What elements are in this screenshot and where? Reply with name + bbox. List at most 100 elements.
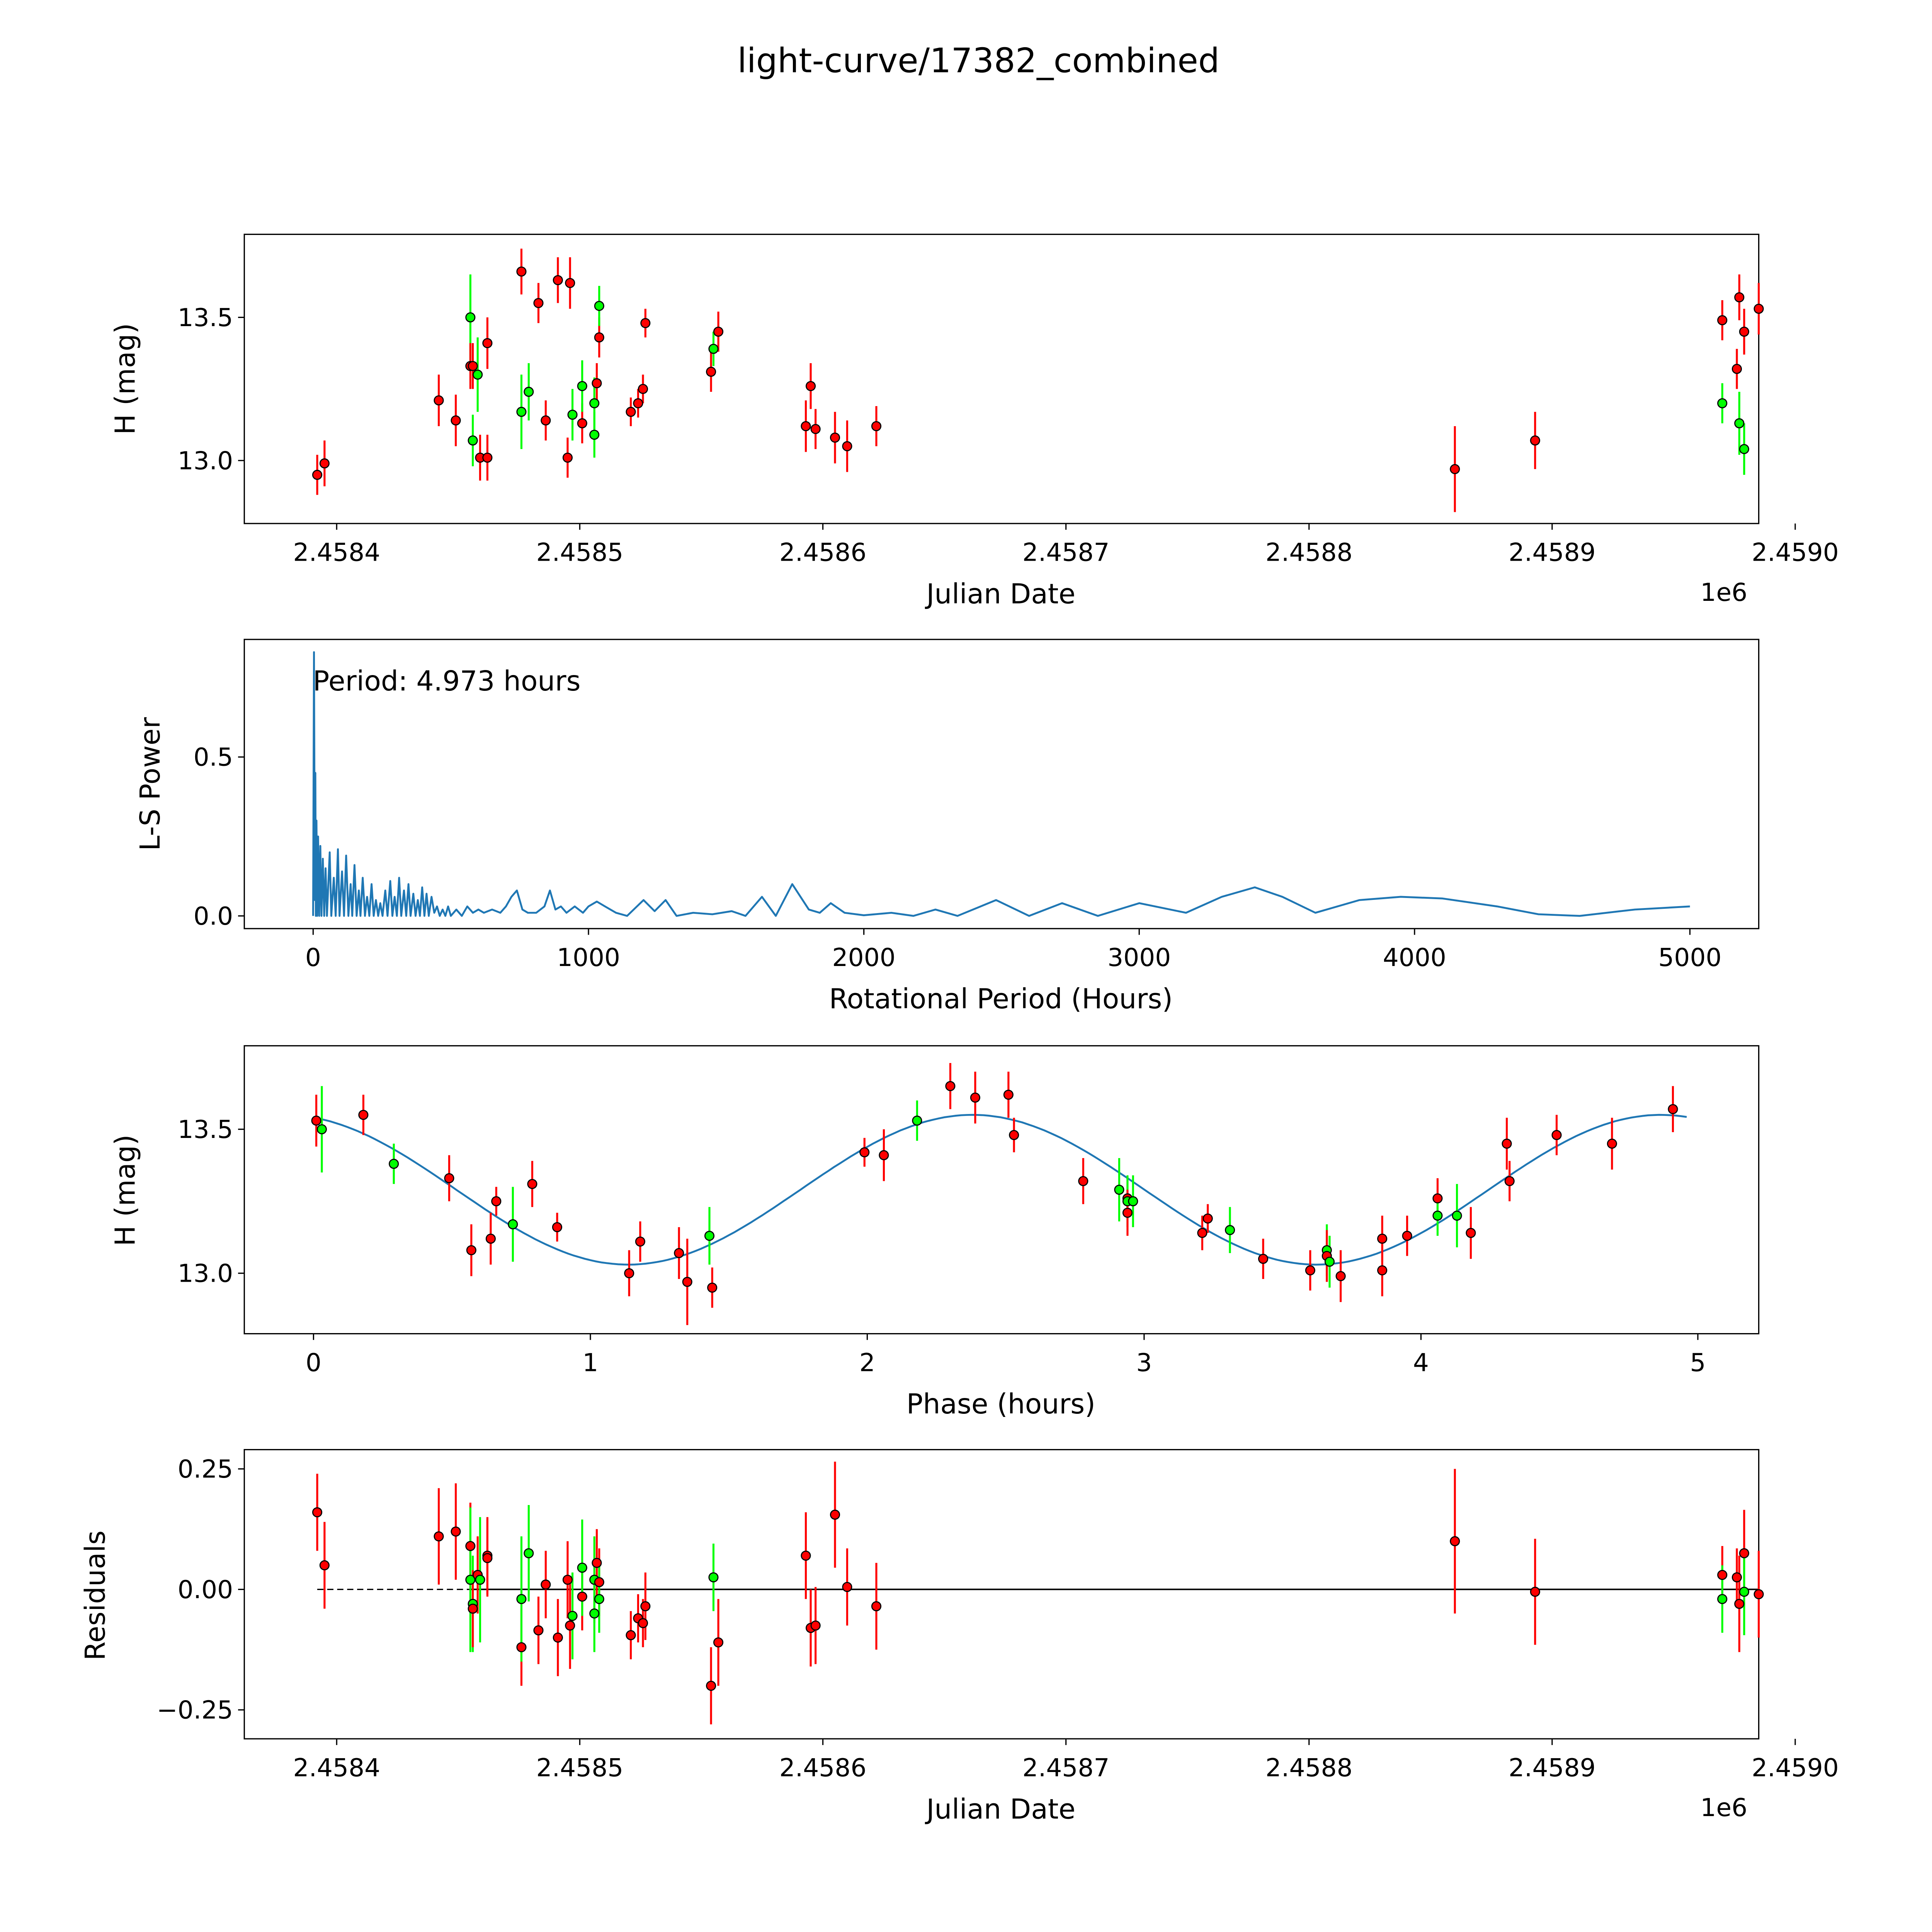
plot-frame [243, 639, 1760, 929]
x-tick-label: 1000 [557, 943, 620, 972]
data-point [1078, 1176, 1088, 1186]
data-point [1607, 1138, 1617, 1149]
data-point [1734, 1599, 1745, 1609]
data-point [1739, 1587, 1749, 1597]
data-point [482, 1553, 493, 1563]
data-point [552, 1222, 562, 1232]
data-point [1114, 1184, 1124, 1195]
data-point [706, 367, 716, 377]
data-point [945, 1081, 956, 1091]
y-tick-label: 13.5 [178, 1115, 233, 1144]
x-tick-label: 0 [305, 943, 321, 972]
data-point [1452, 1211, 1462, 1221]
data-point [594, 301, 604, 311]
data-point [319, 458, 330, 469]
data-point [1450, 1536, 1460, 1546]
x-tick-label: 2.4586 [779, 538, 867, 567]
y-tick-label: 13.5 [178, 303, 233, 332]
data-point [516, 1642, 527, 1653]
periodogram-line [312, 651, 1690, 917]
data-point [1197, 1228, 1208, 1238]
x-tick-label: 2.4588 [1265, 538, 1353, 567]
data-point [312, 469, 323, 480]
data-point [801, 421, 811, 431]
data-point [1717, 1570, 1728, 1580]
data-point [516, 1594, 527, 1604]
data-point [674, 1248, 684, 1259]
x-offset-label: 1e6 [1700, 578, 1747, 607]
data-point [473, 369, 483, 380]
x-tick-label: 2.4586 [779, 1753, 867, 1782]
y-axis-label: Residuals [79, 1531, 111, 1661]
data-point [624, 1268, 634, 1279]
data-point [1530, 435, 1540, 446]
x-tick-label: 2.4587 [1022, 1753, 1110, 1782]
data-point [633, 398, 643, 408]
y-tick-label: 13.0 [178, 1259, 233, 1288]
x-tick-label: 2.4585 [536, 1753, 624, 1782]
data-point [1305, 1265, 1315, 1276]
data-point [1377, 1265, 1388, 1276]
x-tick-label: 2.4587 [1022, 538, 1110, 567]
data-point [533, 1625, 544, 1636]
x-tick-label: 2.4589 [1509, 538, 1596, 567]
data-point [1258, 1253, 1269, 1264]
data-point [879, 1150, 889, 1160]
data-point [468, 435, 478, 446]
data-point [533, 298, 544, 308]
data-point [465, 1575, 476, 1585]
data-point [1502, 1138, 1512, 1149]
data-point [562, 452, 573, 463]
y-tick-label: 0.25 [178, 1455, 233, 1484]
data-point [1450, 464, 1460, 474]
data-point [434, 1531, 444, 1542]
data-point [682, 1277, 692, 1287]
plot-frame [243, 233, 1760, 524]
data-point [594, 332, 604, 343]
x-tick-label: 2.4590 [1752, 1753, 1839, 1782]
data-point [1432, 1193, 1443, 1204]
data-point [1739, 327, 1749, 337]
data-point [389, 1158, 399, 1169]
x-axis-label: Rotational Period (Hours) [829, 983, 1173, 1015]
data-point [465, 1541, 476, 1551]
data-point [316, 1124, 327, 1134]
y-tick-label: 0.5 [194, 743, 233, 772]
data-point [1432, 1211, 1443, 1221]
data-point [806, 381, 816, 391]
data-point [524, 1548, 534, 1558]
data-point [482, 452, 493, 463]
data-point [1739, 1548, 1749, 1558]
data-point [842, 441, 852, 451]
data-point [859, 1147, 870, 1158]
x-tick-label: 1 [582, 1348, 598, 1377]
data-point [491, 1196, 502, 1206]
x-tick-label: 5 [1690, 1348, 1706, 1377]
data-point [1731, 364, 1742, 374]
x-tick-label: 2 [859, 1348, 875, 1377]
data-point [589, 430, 600, 440]
data-point [1335, 1271, 1346, 1281]
x-tick-label: 4000 [1383, 943, 1446, 972]
data-point [635, 1236, 645, 1247]
y-tick-label: 0.00 [178, 1575, 233, 1604]
data-point [830, 432, 840, 443]
data-point [704, 1231, 715, 1241]
data-point [553, 1633, 563, 1643]
data-point [589, 1608, 600, 1619]
data-point [1128, 1196, 1138, 1206]
data-point [485, 1233, 496, 1244]
data-point [1753, 1589, 1764, 1599]
data-point [1324, 1257, 1335, 1267]
periodogram-panel: Rotational Period (Hours) L-S Power Peri… [134, 639, 1760, 1015]
x-tick-label: 4 [1413, 1348, 1429, 1377]
period-annotation: Period: 4.973 hours [313, 665, 581, 697]
data-point [810, 1620, 821, 1631]
y-tick-label: 13.0 [178, 446, 233, 475]
data-point [871, 1601, 882, 1612]
data-point [1734, 418, 1745, 429]
data-point [708, 344, 719, 354]
data-point [1668, 1104, 1678, 1114]
data-point [319, 1560, 330, 1571]
